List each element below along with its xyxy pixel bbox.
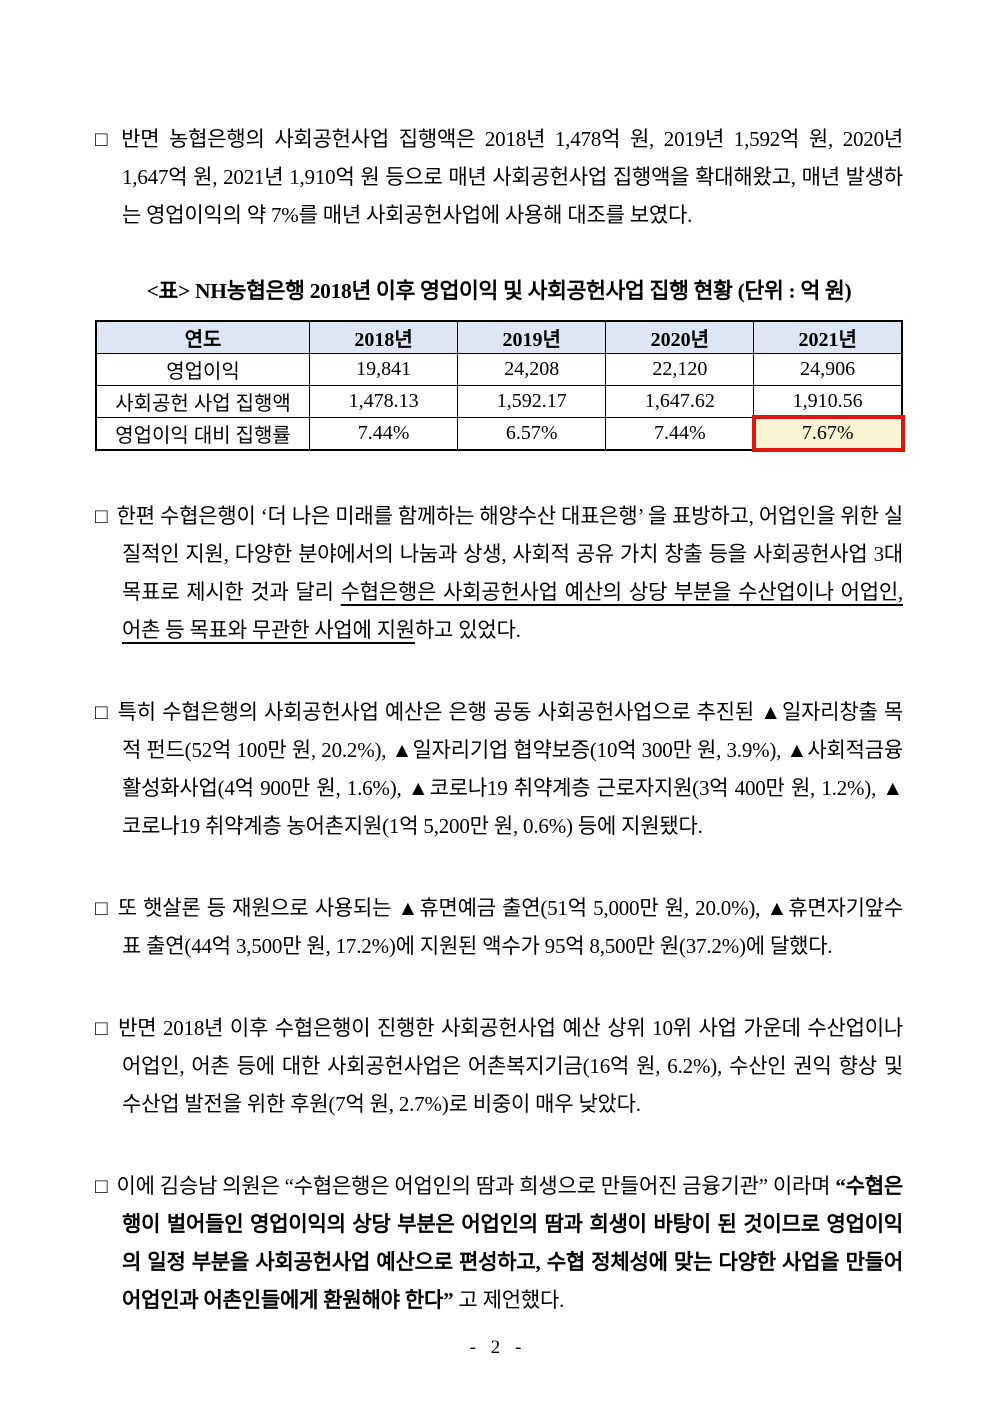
paragraph-text: 하고 있었다. <box>414 618 521 642</box>
profit-contribution-table: 연도 2018년 2019년 2020년 2021년 영업이익 19,841 2… <box>95 320 905 452</box>
document-content: □ 반면 농협은행의 사회공헌사업 집행액은 2018년 1,478억 원, 20… <box>95 120 905 1319</box>
row-label: 사회공헌 사업 집행액 <box>95 385 311 418</box>
paragraph-text: 특히 수협은행의 사회공헌사업 예산은 은행 공동 사회공헌사업으로 추진된 ▲… <box>117 700 904 838</box>
cell-value: 1,592.17 <box>457 385 607 418</box>
row-label: 영업이익 <box>95 353 311 386</box>
cell-value: 6.57% <box>457 417 607 451</box>
header-cell-2020: 2020년 <box>605 320 755 354</box>
square-bullet-icon: □ <box>95 700 109 724</box>
paragraph-lawmaker-comment: □ 이에 김승남 의원은 “수협은행은 어업인의 땀과 희생으로 만들어진 금융기… <box>95 1167 903 1319</box>
cell-value: 24,906 <box>753 353 903 386</box>
paragraph-nonghyup-spending: □ 반면 농협은행의 사회공헌사업 집행액은 2018년 1,478억 원, 20… <box>95 120 903 234</box>
cell-value: 1,910.56 <box>753 385 903 418</box>
paragraph-suhyup-goals: □ 한편 수협은행이 ‘더 나은 미래를 함께하는 해양수산 대표은행’ 을 표방… <box>95 497 903 649</box>
cell-value: 7.44% <box>605 417 755 451</box>
highlighted-ratio: 7.67% <box>801 422 854 444</box>
paragraph-text: 고 제언했다. <box>453 1288 565 1312</box>
cell-value: 19,841 <box>309 353 459 386</box>
page-number: - 2 - <box>469 1337 523 1358</box>
paragraph-fishery-projects: □ 반면 2018년 이후 수협은행이 진행한 사회공헌사업 예산 상위 10위 … <box>95 1009 903 1123</box>
underlined-text: 수협은행은 사회공헌사업 예산의 상당 부분을 수산업이나 어업인, 어촌 등 … <box>122 580 903 642</box>
cell-value: 24,208 <box>457 353 607 386</box>
square-bullet-icon: □ <box>95 127 113 151</box>
cell-value: 1,478.13 <box>309 385 459 418</box>
bold-quote-text: “수협은행이 벌어들인 영업이익의 상당 부분은 어업인의 땀과 희생이 바탕이… <box>122 1174 904 1312</box>
header-cell-2021: 2021년 <box>753 320 903 354</box>
paragraph-text: 또 햇살론 등 재원으로 사용되는 ▲휴면예금 출연(51억 5,000만 원,… <box>117 896 904 958</box>
cell-value: 7.44% <box>309 417 459 451</box>
cell-value: 1,647.62 <box>605 385 755 418</box>
cell-value: 22,120 <box>605 353 755 386</box>
row-label: 영업이익 대비 집행률 <box>95 417 311 451</box>
table-row-spending-ratio: 영업이익 대비 집행률 7.44% 6.57% 7.44% 7.67% <box>95 415 905 452</box>
table-row-contribution-spending: 사회공헌 사업 집행액 1,478.13 1,592.17 1,647.62 1… <box>95 385 903 418</box>
table-header-row: 연도 2018년 2019년 2020년 2021년 <box>95 320 903 354</box>
paragraph-text: 반면 2018년 이후 수협은행이 진행한 사회공헌사업 예산 상위 10위 사… <box>118 1016 903 1116</box>
paragraph-text: 반면 농협은행의 사회공헌사업 집행액은 2018년 1,478억 원, 201… <box>121 127 904 227</box>
paragraph-text: 이에 김승남 의원은 “수협은행은 어업인의 땀과 희생으로 만들어진 금융기관… <box>116 1174 836 1198</box>
paragraph-dormant-funds: □ 또 햇살론 등 재원으로 사용되는 ▲휴면예금 출연(51억 5,000만 원… <box>95 889 903 965</box>
paragraph-joint-projects: □ 특히 수협은행의 사회공헌사업 예산은 은행 공동 사회공헌사업으로 추진된 … <box>95 693 903 845</box>
square-bullet-icon: □ <box>95 504 108 528</box>
square-bullet-icon: □ <box>95 1016 110 1040</box>
table-title: <표> NH농협은행 2018년 이후 영업이익 및 사회공헌사업 집행 현황 … <box>146 279 852 303</box>
paragraph-text: 한편 수협은행이 ‘더 나은 미래를 함께하는 해양수산 대표은행’ 을 표방하… <box>116 504 904 604</box>
header-cell-year: 연도 <box>95 320 311 354</box>
square-bullet-icon: □ <box>95 1174 108 1198</box>
header-cell-2018: 2018년 <box>309 320 459 354</box>
cell-value-highlighted: 7.67% <box>752 415 905 452</box>
square-bullet-icon: □ <box>95 896 109 920</box>
header-cell-2019: 2019년 <box>457 320 607 354</box>
table-row-operating-profit: 영업이익 19,841 24,208 22,120 24,906 <box>95 353 903 386</box>
